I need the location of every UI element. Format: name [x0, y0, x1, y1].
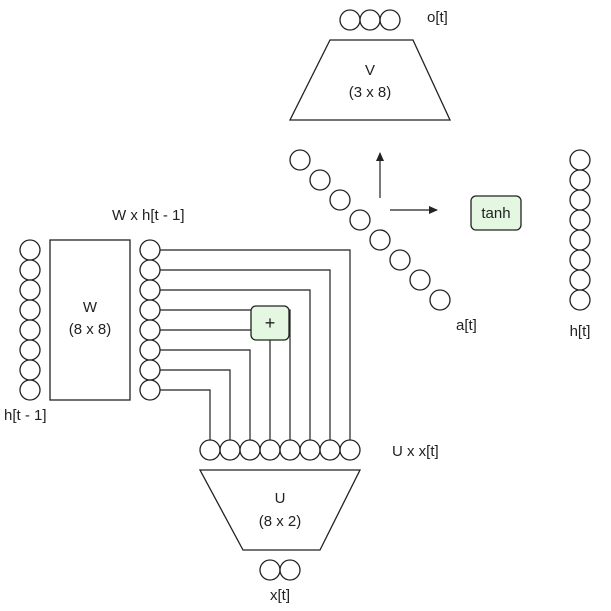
- w-matrix-name: W: [83, 299, 98, 316]
- o-t-neuron: [379, 9, 401, 31]
- wh-neuron: [139, 259, 161, 281]
- ux-neuron: [299, 439, 321, 461]
- v-matrix-dim: (3 x 8): [349, 84, 392, 101]
- wh-neuron: [139, 339, 161, 361]
- hidden-h-t-label: h[t]: [570, 323, 591, 340]
- a-t-neuron: [289, 149, 311, 171]
- activation-a-t-neurons: [289, 149, 451, 311]
- u-times-x-neurons: [199, 439, 361, 461]
- wh-neuron: [139, 279, 161, 301]
- connection-wire: [160, 289, 311, 440]
- w-matrix-dim: (8 x 8): [69, 321, 112, 338]
- o-t-neuron: [359, 9, 381, 31]
- add-operator-symbol: +: [265, 313, 276, 333]
- output-o-t-label: o[t]: [427, 9, 448, 26]
- ux-neuron: [319, 439, 341, 461]
- h-prev-neuron: [19, 339, 41, 361]
- connection-wire: [160, 269, 331, 440]
- h-t-neuron: [569, 269, 591, 291]
- h-prev-neuron: [19, 259, 41, 281]
- input-x-t-neurons: [259, 559, 301, 581]
- u-matrix-dim: (8 x 2): [259, 513, 302, 530]
- wh-neuron: [139, 319, 161, 341]
- u-matrix: [198, 469, 362, 551]
- connection-wire: [160, 369, 231, 440]
- h-t-neuron: [569, 209, 591, 231]
- input-x-t-label: x[t]: [270, 587, 290, 604]
- connection-wire: [160, 349, 251, 440]
- w-times-h-prev-label: W x h[t - 1]: [112, 207, 185, 224]
- w-times-h-prev-neurons: [139, 239, 161, 401]
- h-prev-neuron: [19, 279, 41, 301]
- ux-neuron: [259, 439, 281, 461]
- tanh-operator: [470, 195, 522, 231]
- hidden-h-prev-neurons: [19, 239, 41, 401]
- ux-neuron: [199, 439, 221, 461]
- wh-neuron: [139, 379, 161, 401]
- ux-neuron: [219, 439, 241, 461]
- ux-neuron: [279, 439, 301, 461]
- h-t-neuron: [569, 249, 591, 271]
- hidden-h-prev-label: h[t - 1]: [4, 407, 47, 424]
- h-prev-neuron: [19, 359, 41, 381]
- u-times-x-label: U x x[t]: [392, 443, 439, 460]
- h-prev-neuron: [19, 379, 41, 401]
- h-t-neuron: [569, 229, 591, 251]
- a-t-neuron: [409, 269, 431, 291]
- v-matrix: [288, 39, 452, 121]
- a-t-neuron: [349, 209, 371, 231]
- h-prev-neuron: [19, 319, 41, 341]
- a-t-neuron: [389, 249, 411, 271]
- a-t-neuron: [369, 229, 391, 251]
- h-prev-neuron: [19, 299, 41, 321]
- wh-neuron: [139, 299, 161, 321]
- output-o-t-neurons: [339, 9, 401, 31]
- wh-neuron: [139, 239, 161, 261]
- ux-neuron: [339, 439, 361, 461]
- h-t-neuron: [569, 289, 591, 311]
- w-matrix: [49, 239, 131, 401]
- activation-a-t-label: a[t]: [456, 317, 477, 334]
- connection-wires: [160, 249, 351, 440]
- a-t-neuron: [309, 169, 331, 191]
- o-t-neuron: [339, 9, 361, 31]
- add-operator: [250, 305, 290, 341]
- h-prev-neuron: [19, 239, 41, 261]
- hidden-h-t-neurons: [569, 149, 591, 311]
- connection-wire: [160, 329, 271, 440]
- a-t-neuron: [329, 189, 351, 211]
- connection-wire: [160, 249, 351, 440]
- ux-neuron: [239, 439, 261, 461]
- tanh-operator-label: tanh: [481, 205, 510, 222]
- h-t-neuron: [569, 169, 591, 191]
- v-matrix-name: V: [365, 62, 375, 79]
- u-matrix-name: U: [275, 490, 286, 507]
- h-t-neuron: [569, 149, 591, 171]
- a-t-neuron: [429, 289, 451, 311]
- h-t-neuron: [569, 189, 591, 211]
- connection-wire: [160, 389, 211, 440]
- connection-wire: [160, 309, 291, 440]
- x-t-neuron: [279, 559, 301, 581]
- wh-neuron: [139, 359, 161, 381]
- x-t-neuron: [259, 559, 281, 581]
